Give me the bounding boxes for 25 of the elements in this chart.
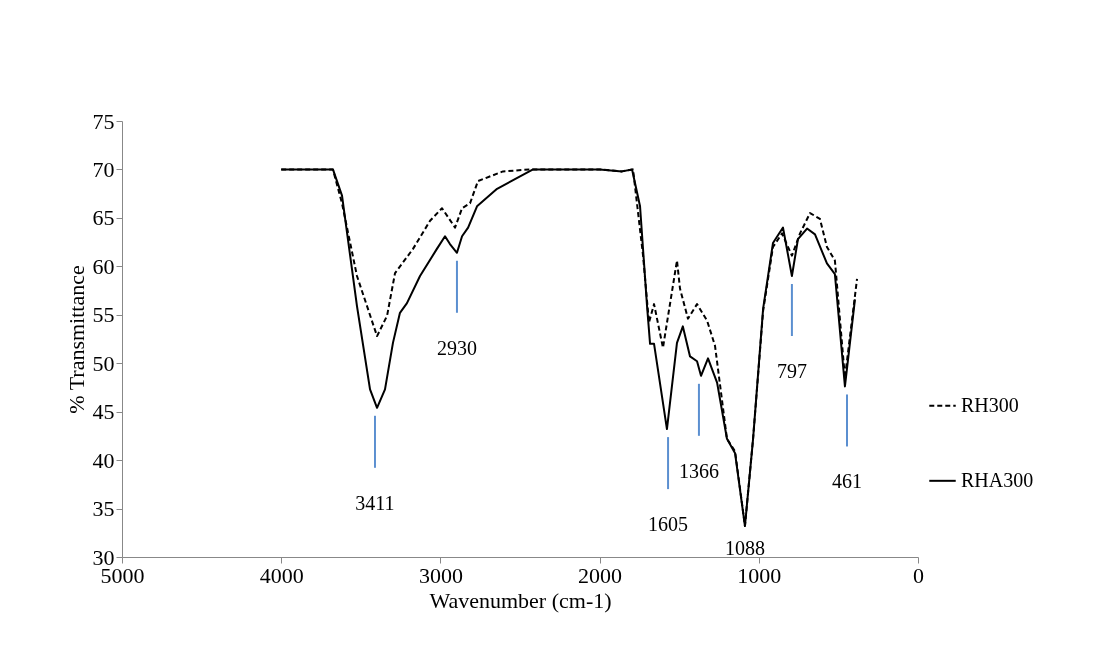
annotation: 1605 bbox=[648, 513, 689, 536]
legend-label: RH300 bbox=[961, 393, 1019, 416]
legend-label: RHA300 bbox=[961, 468, 1034, 491]
y-tick-label: 50 bbox=[92, 350, 115, 376]
y-tick-label: 65 bbox=[92, 205, 115, 231]
annotation: 1088 bbox=[724, 537, 765, 559]
y-tick-label: 70 bbox=[92, 156, 115, 182]
y-tick-label: 60 bbox=[92, 253, 115, 279]
y-tick-label: 75 bbox=[92, 108, 115, 134]
annotation: 461 bbox=[832, 470, 862, 493]
annotation: 1366 bbox=[678, 459, 719, 482]
x-tick-label: 1000 bbox=[737, 562, 782, 588]
x-axis-title: Wavenumber (cm-1) bbox=[429, 587, 612, 613]
annotation: 797 bbox=[776, 360, 807, 383]
y-tick-label: 45 bbox=[92, 399, 115, 425]
y-tick-label: 40 bbox=[92, 447, 115, 473]
y-axis-title: % Transmittance bbox=[63, 265, 89, 414]
annotation: 2930 bbox=[436, 336, 477, 359]
x-tick-label: 4000 bbox=[259, 562, 304, 588]
y-tick-label: 55 bbox=[92, 302, 115, 328]
x-tick-label: 0 bbox=[913, 562, 924, 588]
annotation: 3411 bbox=[355, 491, 395, 514]
y-tick-label: 35 bbox=[92, 496, 115, 522]
x-tick-label: 3000 bbox=[418, 562, 463, 588]
x-tick-label: 2000 bbox=[578, 562, 623, 588]
